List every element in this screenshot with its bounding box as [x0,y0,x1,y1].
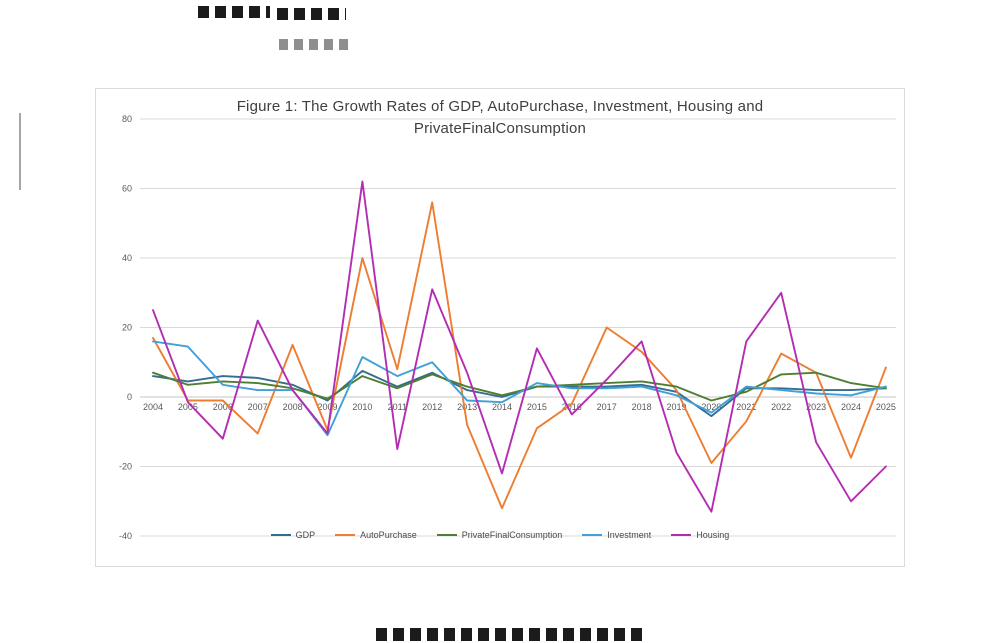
series-line-AutoPurchase [152,201,887,510]
legend-line-swatch-icon [582,534,603,536]
x-tick-label: 2004 [143,402,163,412]
x-tick-label: 2006 [213,402,233,412]
y-tick-label: 80 [122,114,132,124]
chart-title: Figure 1: The Growth Rates of GDP, AutoP… [96,96,904,140]
legend-label: GDP [295,530,316,540]
legend-line-swatch-icon [270,534,291,536]
x-tick-label: 2022 [771,402,791,412]
cropped-text-fragment-row2 [279,39,352,50]
chart-title-line2: PrivateFinalConsumption [413,120,587,137]
legend-line-swatch-icon [436,534,457,536]
series-line-Investment [152,340,887,437]
x-tick-label: 2008 [283,402,303,412]
x-tick-label: 2007 [248,402,268,412]
x-tick-label: 2020 [701,402,721,412]
x-tick-label: 2015 [527,402,547,412]
y-tick-label: 20 [122,323,132,333]
cropped-text-fragment-bottom [376,628,642,641]
y-tick-label: 0 [127,392,132,402]
x-tick-label: 2024 [841,402,861,412]
x-tick-label: 2023 [806,402,826,412]
series-line-PrivateFinalConsumption [152,371,887,402]
series-line-Housing [152,180,887,513]
legend-label: Investment [607,530,652,540]
legend-item-gdp: GDP [270,530,316,540]
x-tick-label: 2025 [876,402,896,412]
x-tick-label: 2010 [352,402,372,412]
legend-item-privatefinalconsumption: PrivateFinalConsumption [436,530,563,540]
legend-item-investment: Investment [582,530,651,540]
x-tick-label: 2013 [457,402,477,412]
x-tick-label: 2012 [422,402,442,412]
x-tick-label: 2016 [562,402,582,412]
x-tick-label: 2018 [632,402,652,412]
y-tick-label: 40 [122,253,132,263]
chart-title-line1: Figure 1: The Growth Rates of GDP, AutoP… [236,98,764,115]
chart-card: Figure 1: The Growth Rates of GDP, AutoP… [95,88,905,567]
x-tick-label: 2009 [317,402,337,412]
cropped-border-fragment-left [19,113,21,190]
y-tick-label: -20 [119,462,132,472]
legend-line-swatch-icon [671,534,692,536]
legend-item-autopurchase: AutoPurchase [335,530,417,540]
legend-line-swatch-icon [335,534,356,536]
chart-legend: GDP AutoPurchase PrivateFinalConsumption In… [96,527,904,543]
legend-label: Housing [696,530,730,540]
x-tick-label: 2017 [597,402,617,412]
x-tick-label: 2011 [388,402,407,412]
x-tick-label: 2014 [492,402,512,412]
cropped-text-fragment-top-right [277,8,346,20]
x-tick-label: 2021 [736,402,756,412]
chart-plot: 80 60 40 20 0 -20 -40 2004 2005 2006 2007 2008 2009 2… [119,114,896,541]
x-tick-label: 2019 [666,402,686,412]
y-tick-label: 60 [122,184,132,194]
cropped-text-fragment-top-left [198,6,270,18]
y-tick-label: -40 [119,531,132,541]
x-tick-label: 2005 [178,402,198,412]
legend-item-housing: Housing [671,530,729,540]
legend-label: PrivateFinalConsumption [461,530,563,540]
legend-label: AutoPurchase [360,530,417,540]
